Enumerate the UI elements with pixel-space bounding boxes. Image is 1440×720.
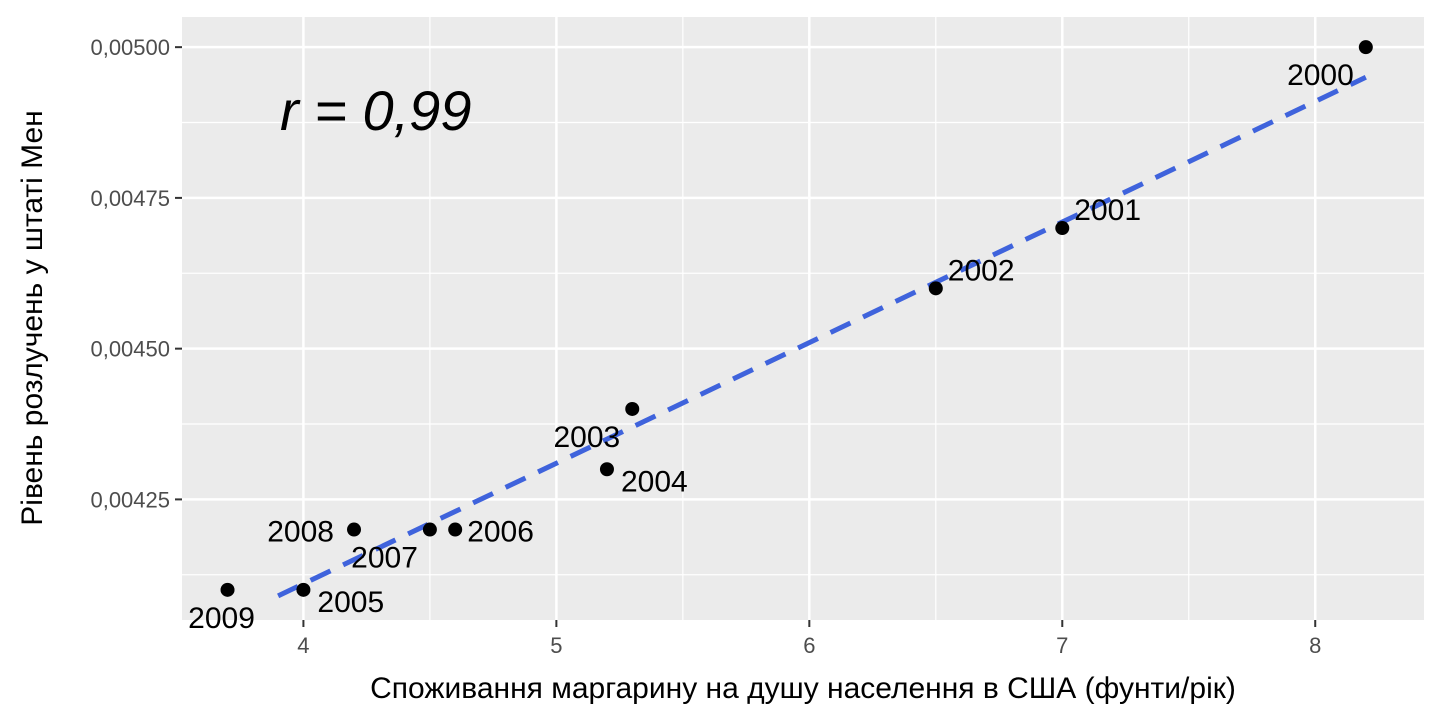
data-point-2004	[599, 462, 614, 477]
data-point-2001	[1055, 221, 1070, 236]
data-point-2002	[928, 281, 943, 296]
y-tick-label: 0,00500	[90, 35, 170, 60]
point-label-2009: 2009	[188, 602, 255, 635]
y-axis: 0,00425 0,00450 0,00475 0,00500	[90, 35, 182, 512]
point-label-2006: 2006	[467, 516, 534, 549]
data-point-2000	[1358, 40, 1373, 55]
x-axis: 4 5 6 7 8	[297, 620, 1321, 658]
x-tick-label: 8	[1309, 633, 1321, 658]
y-tick-label: 0,00475	[90, 186, 170, 211]
point-label-2008: 2008	[267, 516, 334, 549]
points-layer	[220, 40, 1373, 597]
plot-panel	[182, 17, 1424, 620]
x-tick-label: 5	[550, 633, 562, 658]
data-point-2005	[296, 582, 311, 597]
point-label-2004: 2004	[621, 465, 688, 498]
x-tick-label: 4	[297, 633, 309, 658]
point-label-2001: 2001	[1074, 194, 1141, 227]
data-point-2009	[220, 582, 235, 597]
x-axis-title: Споживання маргарину на душу населення в…	[370, 672, 1236, 705]
data-point-2007	[422, 522, 437, 537]
grid-minor	[182, 17, 1424, 620]
point-label-2000: 2000	[1287, 59, 1354, 92]
trendline	[277, 75, 1367, 599]
chart-annotation: r = 0,99	[280, 79, 471, 142]
data-point-2003	[625, 401, 640, 416]
trendline-layer	[277, 75, 1367, 599]
x-tick-label: 6	[803, 633, 815, 658]
data-point-2006	[448, 522, 463, 537]
y-tick-label: 0,00425	[90, 487, 170, 512]
point-label-2005: 2005	[317, 586, 384, 619]
y-tick-label: 0,00450	[90, 337, 170, 362]
point-label-2002: 2002	[948, 254, 1015, 287]
data-point-2008	[347, 522, 362, 537]
y-axis-title: Рівень розлучень у штаті Мен	[16, 110, 49, 525]
grid-major	[182, 17, 1424, 620]
x-tick-label: 7	[1056, 633, 1068, 658]
point-label-2007: 2007	[351, 542, 418, 575]
point-label-2003: 2003	[554, 421, 621, 454]
